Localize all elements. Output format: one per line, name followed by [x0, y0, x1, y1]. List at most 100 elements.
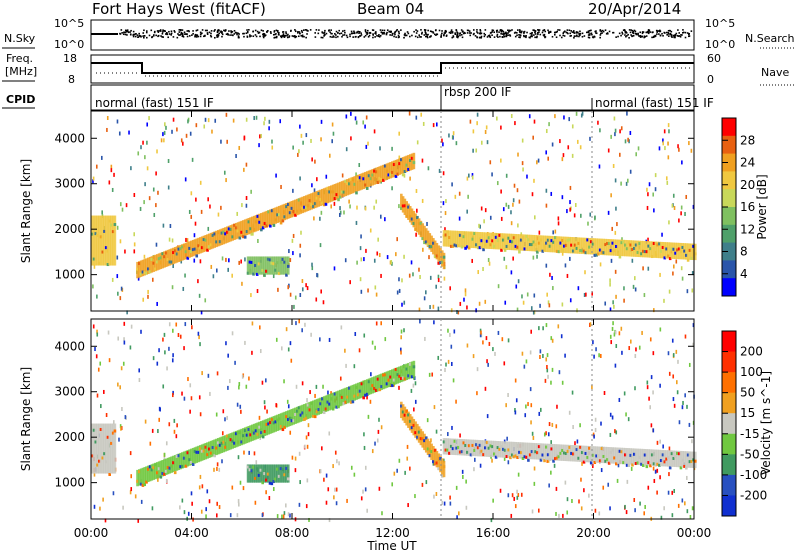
scatter-cell	[556, 404, 558, 409]
scatter-cell	[624, 504, 626, 509]
echo-cell	[177, 453, 181, 470]
noise-sample	[199, 35, 202, 38]
noise-sample	[534, 30, 537, 32]
noise-sample	[423, 29, 426, 31]
scatter-cell	[629, 130, 632, 135]
echo-cell	[290, 419, 294, 423]
echo-cell	[451, 438, 455, 455]
scatter-cell	[403, 173, 406, 178]
echo-cell	[407, 167, 410, 171]
echo-cell	[575, 448, 579, 452]
echo-cell	[571, 237, 575, 254]
echo-cell	[371, 169, 374, 186]
scatter-cell	[216, 466, 218, 471]
scatter-cell	[225, 112, 228, 117]
echo-cell	[347, 182, 351, 186]
echo-cell	[685, 451, 688, 468]
noise-sample	[345, 34, 348, 37]
scatter-cell	[238, 145, 241, 150]
scatter-cell	[113, 172, 115, 177]
noise-sample	[661, 32, 663, 35]
noise-sample	[331, 32, 333, 35]
scatter-cell	[316, 272, 318, 277]
colorbar-segment	[722, 495, 736, 517]
echo-cell	[469, 439, 473, 456]
noise-sample	[328, 29, 330, 31]
scatter-cell	[532, 255, 535, 260]
scatter-cell	[367, 288, 369, 293]
noise-tick-left-bottom: 10^0	[54, 38, 84, 51]
scatter-cell	[429, 275, 432, 280]
echo-cell	[622, 461, 625, 465]
scatter-cell	[344, 348, 346, 353]
scatter-cell	[445, 362, 447, 367]
echo-cell	[451, 447, 455, 451]
scatter-cell	[666, 180, 669, 185]
noise-sample	[522, 34, 525, 37]
echo-cell	[561, 448, 564, 452]
echo-cell	[159, 475, 163, 479]
scatter-cell	[550, 470, 552, 475]
echo-cell	[627, 241, 631, 245]
echo-cell	[351, 400, 355, 404]
noise-sample	[372, 36, 374, 39]
echo-cell	[110, 423, 113, 474]
echo-cell	[294, 413, 297, 417]
scatter-cell	[525, 359, 528, 364]
echo-cell	[99, 215, 103, 266]
echo-cell	[668, 466, 672, 470]
noise-sample	[479, 32, 482, 35]
echo-cell	[634, 448, 638, 465]
noise-sample	[533, 34, 535, 36]
echo-cell	[562, 451, 566, 455]
noise-sample	[368, 32, 371, 34]
scatter-cell	[435, 122, 438, 127]
noise-sample	[626, 34, 628, 37]
scatter-cell	[667, 155, 670, 160]
echo-cell	[288, 211, 292, 215]
noise-sample	[335, 34, 337, 36]
noise-sample	[601, 32, 603, 34]
noise-sample	[285, 32, 287, 35]
echo-cell	[437, 245, 441, 262]
scatter-cell	[414, 381, 417, 386]
scatter-cell	[377, 237, 379, 242]
scatter-cell	[231, 485, 234, 490]
noise-sample	[469, 34, 472, 37]
echo-cell	[362, 396, 365, 400]
scatter-cell	[452, 131, 455, 136]
echo-cell	[419, 428, 423, 446]
noise-sample	[217, 33, 219, 36]
scatter-cell	[186, 238, 189, 243]
echo-cell	[582, 445, 586, 463]
echo-cell	[257, 256, 261, 275]
scatter-cell	[536, 160, 538, 165]
noise-sample	[200, 33, 202, 36]
echo-cell	[259, 256, 263, 275]
echo-cell	[437, 467, 441, 471]
scatter-cell	[490, 518, 493, 523]
scatter-cell	[631, 258, 634, 263]
echo-cell	[591, 453, 595, 457]
scatter-cell	[165, 478, 168, 483]
scatter-cell	[437, 274, 440, 279]
scatter-cell	[501, 337, 504, 342]
noise-sample	[567, 32, 569, 35]
scatter-cell	[199, 342, 201, 347]
scatter-cell	[364, 206, 367, 211]
echo-cell	[449, 230, 453, 247]
scatter-cell	[363, 333, 366, 338]
noise-sample	[363, 36, 366, 38]
noise-sample	[649, 31, 652, 33]
scatter-cell	[181, 498, 184, 503]
scatter-cell	[245, 117, 248, 122]
scatter-cell	[507, 460, 510, 465]
echo-cell	[339, 389, 342, 407]
noise-sample	[245, 32, 248, 35]
echo-cell	[453, 243, 457, 247]
noise-sample	[398, 32, 400, 35]
scatter-cell	[225, 341, 227, 346]
scatter-cell	[130, 166, 132, 171]
scatter-cell	[185, 133, 188, 138]
echo-cell	[279, 464, 283, 483]
